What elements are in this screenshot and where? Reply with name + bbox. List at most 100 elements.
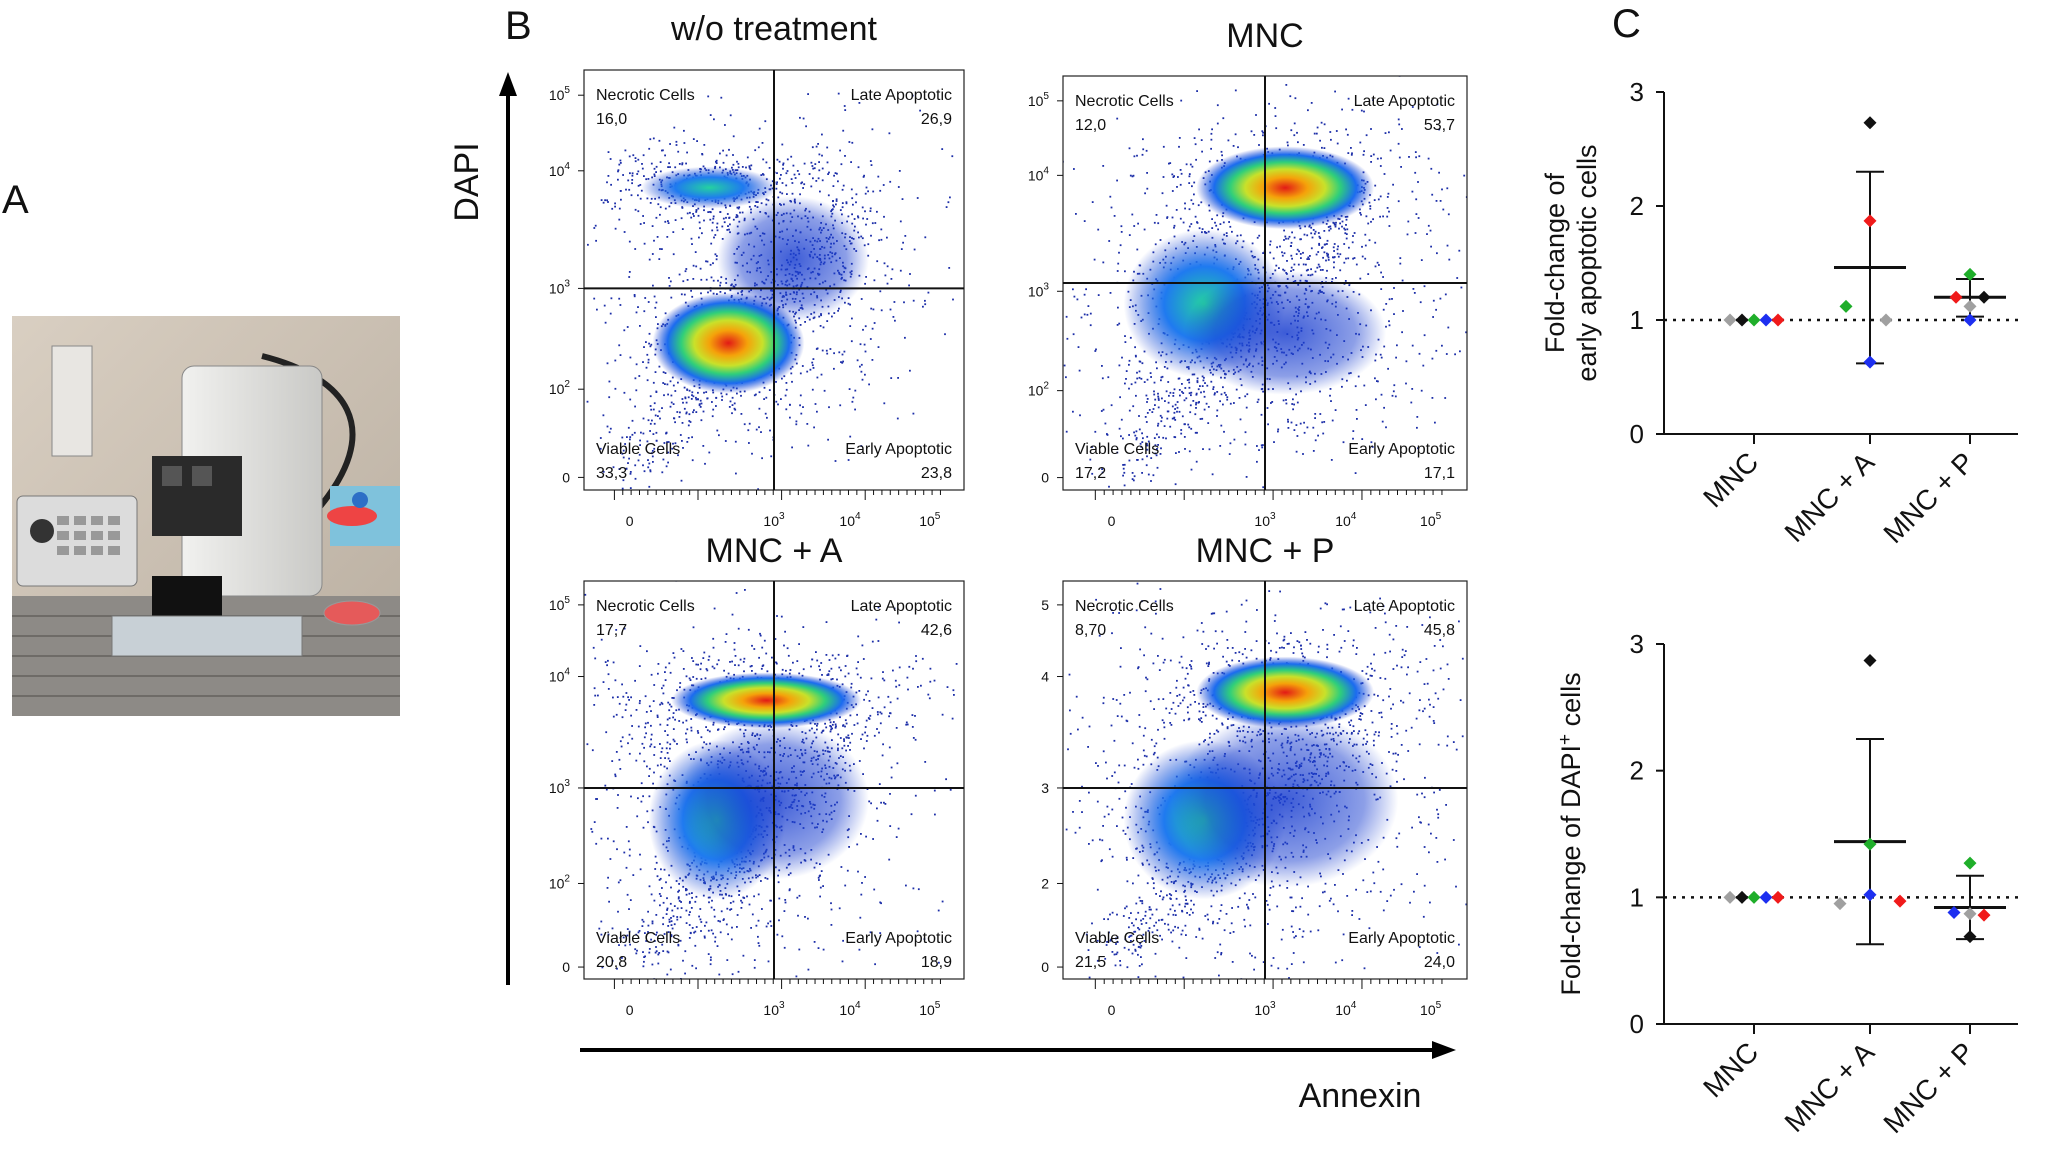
x-tick-label: 0 [626,1002,634,1018]
y-tick-label: 0 [562,469,570,485]
late-apoptotic-value: 42,6 [921,622,952,639]
data-group [1934,856,2006,944]
dapi-axis-label: DAPI [448,142,486,221]
data-point-diamond [1963,299,1977,313]
data-point-diamond [1947,906,1961,920]
viable-cells-label: Viable Cells [596,441,680,458]
x-category-label: MNC [1697,1036,1764,1103]
fold-change-chart: 0 1 2 3 Fold-change ofearly apoptotic cells M… [1540,77,2018,549]
y-tick-label: 104 [549,667,571,685]
necrotic-cells-label: Necrotic Cells [596,598,695,615]
panel-letter-a: A [2,178,29,222]
x-tick-label: 105 [1420,1000,1442,1018]
y-tick-label: 4 [1041,669,1049,685]
y-tick-label: 0 [1630,419,1644,449]
data-point-diamond [1963,930,1977,944]
y-tick-label: 102 [549,873,571,891]
data-point-diamond [1735,890,1749,904]
necrotic-cells-value: 8,70 [1075,622,1106,639]
y-tick-label: 2 [1630,756,1644,786]
flow-cytometry-panel: w/o treatment Necrotic Cells 16,0 Late Apop… [448,10,1468,1115]
y-tick-label: 102 [1028,381,1050,399]
y-tick-label: 1 [1630,882,1644,912]
data-point-diamond [1893,894,1907,908]
flow-density-cloud [584,92,954,490]
x-tick-label: 105 [1420,511,1442,529]
annexin-axis-arrowhead [1432,1041,1456,1059]
early-apoptotic-label: Early Apoptotic [845,441,952,458]
y-tick-label: 3 [1630,77,1644,107]
late-apoptotic-label: Late Apoptotic [1354,598,1455,615]
x-tick-label: 0 [1108,513,1116,529]
x-category-label: MNC + P [1877,1036,1980,1139]
y-tick-label: 0 [562,959,570,975]
x-tick-label: 105 [919,1000,941,1018]
viable-cells-label: Viable Cells [596,930,680,947]
y-tick-label: 105 [549,85,571,103]
early-apoptotic-label: Early Apoptotic [1348,930,1455,947]
necrotic-cells-label: Necrotic Cells [1075,598,1174,615]
data-point-diamond [1759,890,1773,904]
flow-plot-title: MNC + A [706,532,843,570]
y-tick-label: 2 [1041,875,1049,891]
x-tick-label: 104 [1335,1000,1357,1018]
flow-density-cloud [1063,76,1467,489]
viable-cells-label: Viable Cells [1075,930,1159,947]
y-tick-label: 0 [1041,470,1049,486]
y-tick-label: 5 [1041,597,1049,613]
data-point-diamond [1759,313,1773,327]
y-tick-label: 0 [1041,959,1049,975]
x-category-label: MNC + A [1779,446,1881,548]
flow-plot-title: MNC [1226,17,1303,55]
y-axis-label: Fold-change ofearly apoptotic cells [1540,144,1602,381]
x-tick-label: 104 [839,511,861,529]
data-group [1934,267,2006,327]
flow-density-cloud [584,581,958,979]
dapi-axis-arrowhead [499,72,517,96]
data-point-diamond [1839,299,1853,313]
data-point-diamond [1863,653,1877,667]
y-tick-label: 103 [1028,281,1050,299]
y-tick-label: 103 [549,278,571,296]
annexin-axis-label: Annexin [1299,1077,1422,1115]
fold-change-chart: 0 1 2 3 Fold-change of DAPI+ cells MNC MNC + A… [1555,629,2018,1139]
data-point-diamond [1879,313,1893,327]
data-point-diamond [1963,907,1977,921]
late-apoptotic-label: Late Apoptotic [851,87,952,104]
data-point-diamond [1963,856,1977,870]
y-axis-label: Fold-change of DAPI+ cells [1555,672,1586,995]
x-tick-label: 104 [839,1000,861,1018]
y-tick-label: 2 [1630,191,1644,221]
panel-letter-c: C [1612,2,1641,46]
y-tick-label: 103 [549,778,571,796]
flow-plot: MNC + P Necrotic Cells 8,70 Late Apoptotic 4… [1041,532,1468,1018]
flow-plot: MNC + A Necrotic Cells 17,7 Late Apoptotic 4… [549,532,965,1018]
data-point-diamond [1963,313,1977,327]
data-point-diamond [1863,888,1877,902]
microtome-instrument-photo [12,316,400,716]
necrotic-cells-label: Necrotic Cells [1075,93,1174,110]
density-blob [1172,712,1399,888]
early-apoptotic-label: Early Apoptotic [845,930,952,947]
y-tick-label: 0 [1630,1009,1644,1039]
x-category-label: MNC + P [1877,446,1980,549]
x-tick-label: 103 [763,1000,785,1018]
x-tick-label: 103 [1254,1000,1276,1018]
viable-cells-value: 20,8 [596,954,627,971]
data-point-diamond [1949,290,1963,304]
flow-density-cloud [1065,582,1467,979]
x-category-label: MNC [1697,446,1764,513]
early-apoptotic-label: Early Apoptotic [1348,441,1455,458]
data-point-diamond [1863,116,1877,130]
necrotic-cells-label: Necrotic Cells [596,87,695,104]
data-point-diamond [1863,837,1877,851]
viable-cells-label: Viable Cells [1075,441,1159,458]
panel-letter-b: B [505,4,532,48]
density-blob [1196,656,1375,729]
late-apoptotic-value: 26,9 [921,111,952,128]
y-tick-label: 104 [1028,165,1050,183]
early-apoptotic-value: 17,1 [1424,465,1455,482]
data-point-diamond [1863,214,1877,228]
x-tick-label: 0 [626,513,634,529]
data-point-diamond [1723,313,1737,327]
